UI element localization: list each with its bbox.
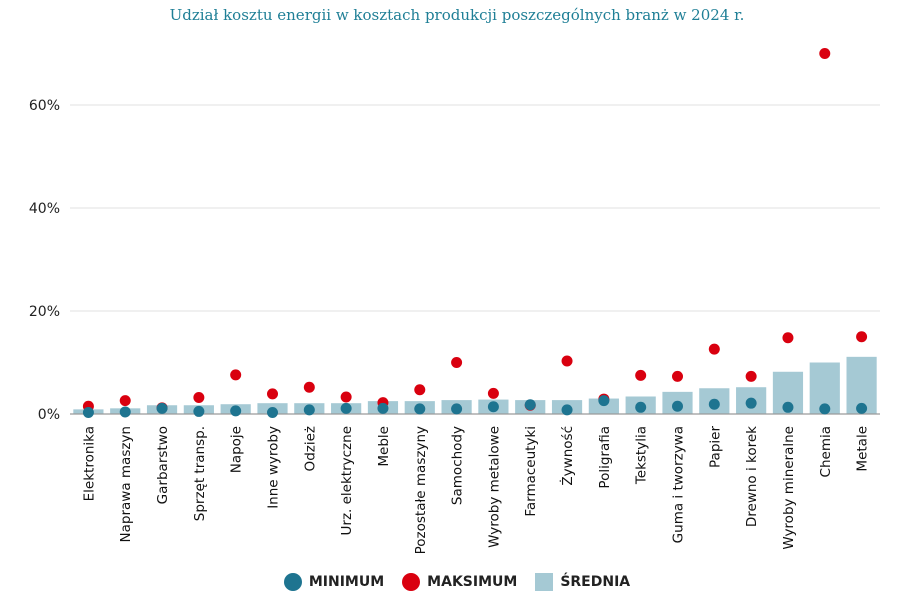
point-maksimum [340, 391, 352, 403]
point-maksimum [119, 395, 131, 407]
point-maksimum [230, 369, 242, 381]
point-minimum [451, 403, 463, 415]
x-tick-label: Napoje [229, 426, 245, 473]
x-tick-label: Tekstylia [634, 426, 650, 485]
chart-plot: 0% 20% 40% 60% Elektronika Naprawa maszyn Garb… [29, 48, 880, 554]
point-minimum [340, 402, 352, 414]
point-minimum [193, 405, 205, 417]
point-maksimum [487, 387, 499, 399]
point-minimum [819, 403, 831, 415]
point-maksimum [414, 384, 426, 396]
x-tick-label: Metale [855, 426, 871, 472]
point-minimum [82, 406, 94, 418]
point-maksimum [267, 388, 278, 400]
point-maksimum [451, 357, 463, 368]
point-minimum [377, 402, 389, 414]
legend-maksimum-swatch [402, 573, 421, 591]
point-minimum [708, 398, 720, 410]
point-minimum [156, 402, 168, 414]
point-minimum [230, 405, 242, 417]
point-maksimum [303, 381, 315, 393]
legend-item-minimum: MINIMUM [283, 573, 385, 591]
point-maksimum [745, 370, 757, 382]
x-tick-label: Chemia [818, 426, 834, 477]
point-minimum [598, 395, 610, 407]
x-tick-label: Wyroby mineralne [781, 426, 797, 550]
legend-item-maksimum: MAKSIMUM [402, 573, 517, 591]
point-maksimum [856, 331, 868, 343]
x-tick-label: Sprzęt transp. [192, 426, 208, 521]
x-tick-label: Odzież [302, 426, 318, 471]
point-minimum [745, 397, 757, 409]
legend-minimum-swatch [283, 573, 302, 591]
x-tick-label: Inne wyroby [266, 426, 282, 509]
legend-srednia-swatch [535, 573, 554, 591]
x-tick-label: Wyroby metalowe [486, 426, 502, 548]
legend-item-srednia: ŚREDNIA [535, 573, 630, 591]
x-tick-label: Garbarstwo [155, 426, 171, 504]
x-tick-label: Meble [376, 426, 392, 467]
y-tick-label: 0% [38, 407, 60, 423]
legend: MINIMUM MAKSIMUM ŚREDNIA [0, 573, 914, 591]
x-tick-label: Naprawa maszyn [118, 426, 134, 542]
x-tick-label: Poligrafia [597, 426, 613, 489]
bar-srednia [588, 398, 619, 414]
legend-srednia-label: ŚREDNIA [560, 574, 631, 590]
y-tick-label: 60% [29, 98, 60, 114]
point-minimum [672, 400, 683, 412]
x-tick-label: Papier [707, 426, 723, 468]
point-maksimum [819, 48, 831, 59]
legend-minimum-label: MINIMUM [308, 574, 385, 590]
x-tick-label: Urz. elektryczne [339, 426, 355, 535]
y-tick-label: 40% [29, 201, 60, 217]
point-minimum [267, 406, 278, 418]
x-tick-label: Guma i tworzywa [671, 426, 687, 543]
point-maksimum [193, 392, 205, 404]
x-tick-label: Pozostałe maszyny [413, 426, 429, 554]
point-maksimum [561, 355, 573, 367]
y-tick-label: 20% [29, 304, 60, 320]
point-maksimum [782, 332, 794, 344]
point-maksimum [672, 370, 683, 382]
legend-maksimum-label: MAKSIMUM [427, 574, 518, 590]
x-tick-label: Żywność [558, 426, 576, 486]
point-minimum [561, 404, 573, 416]
point-minimum [635, 401, 647, 413]
point-minimum [487, 401, 499, 413]
x-tick-label: Farmaceutyki [523, 426, 539, 517]
point-minimum [414, 403, 426, 415]
point-minimum [524, 399, 536, 411]
point-minimum [119, 406, 131, 418]
chart-title: Udział kosztu energii w kosztach produkc… [169, 6, 745, 24]
point-maksimum [635, 369, 647, 381]
point-minimum [303, 404, 315, 416]
point-minimum [856, 402, 868, 414]
x-tick-label: Samochody [450, 426, 466, 505]
point-minimum [782, 401, 794, 413]
x-tick-label: Elektronika [81, 426, 97, 501]
x-tick-label: Drewno i korek [744, 426, 760, 527]
point-maksimum [708, 343, 720, 355]
